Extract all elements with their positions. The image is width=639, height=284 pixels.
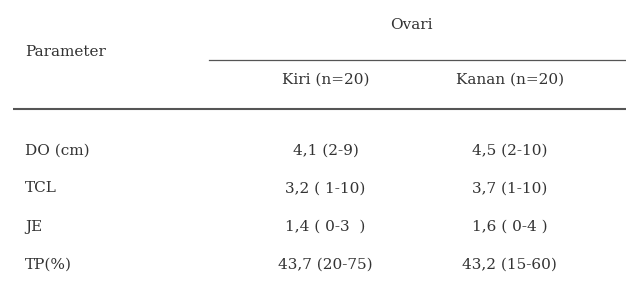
Text: Ovari: Ovari: [390, 18, 433, 32]
Text: 1,4 ( 0-3  ): 1,4 ( 0-3 ): [286, 220, 366, 233]
Text: 3,7 (1-10): 3,7 (1-10): [472, 181, 548, 195]
Text: 1,6 ( 0-4 ): 1,6 ( 0-4 ): [472, 220, 548, 233]
Text: Parameter: Parameter: [25, 45, 106, 59]
Text: 4,5 (2-10): 4,5 (2-10): [472, 143, 548, 157]
Text: DO (cm): DO (cm): [25, 143, 89, 157]
Text: JE: JE: [25, 220, 42, 233]
Text: 4,1 (2-9): 4,1 (2-9): [293, 143, 358, 157]
Text: 43,2 (15-60): 43,2 (15-60): [462, 258, 557, 272]
Text: TP(%): TP(%): [25, 258, 72, 272]
Text: Kanan (n=20): Kanan (n=20): [456, 72, 564, 86]
Text: 43,7 (20-75): 43,7 (20-75): [279, 258, 373, 272]
Text: 3,2 ( 1-10): 3,2 ( 1-10): [286, 181, 366, 195]
Text: TCL: TCL: [25, 181, 57, 195]
Text: Kiri (n=20): Kiri (n=20): [282, 72, 369, 86]
